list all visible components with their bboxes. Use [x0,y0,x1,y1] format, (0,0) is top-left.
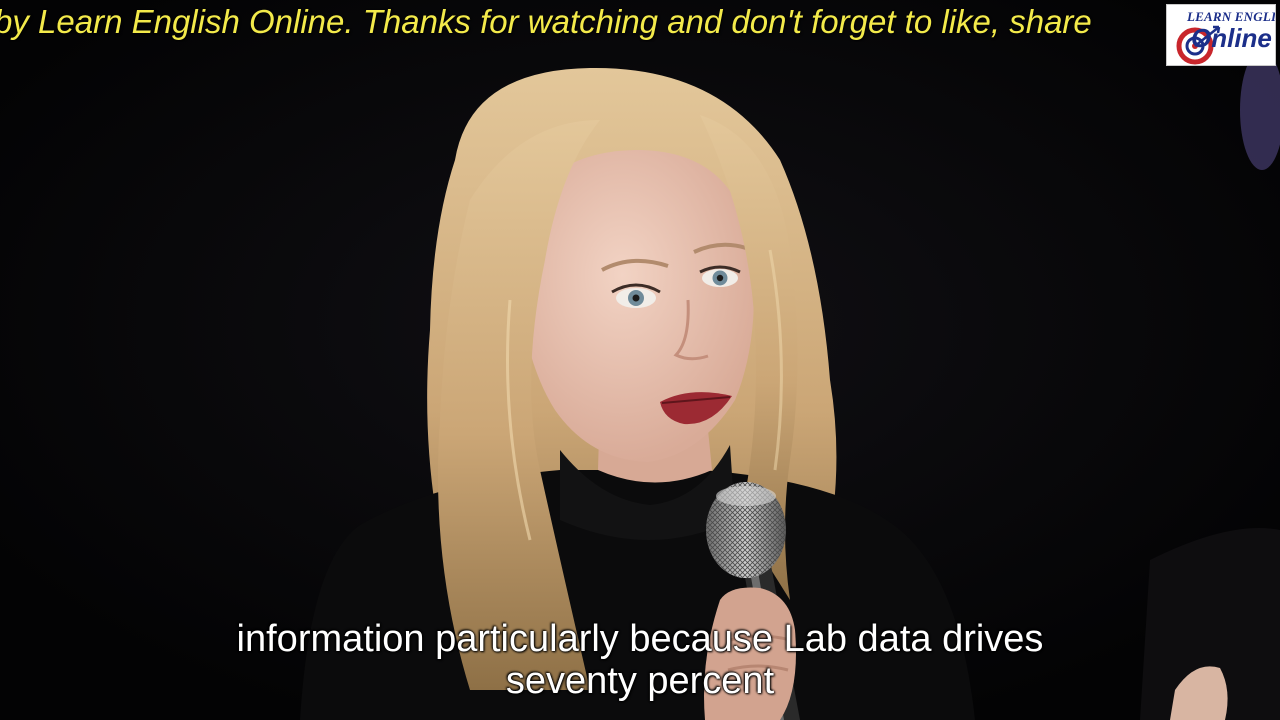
logo-text-main: Online [1191,23,1272,53]
subtitle-captions: information particularly because Lab dat… [0,618,1280,702]
target-logo-icon [1176,25,1221,65]
logo-text-top: LEARN ENGLISH [1187,9,1276,24]
ticker-text: by Learn English Online. Thanks for watc… [0,3,1092,40]
subtitle-line-1: information particularly because Lab dat… [236,618,1044,660]
subtitle-line-2: seventy percent [505,660,775,702]
channel-logo: LEARN ENGLISH Online [1166,4,1276,66]
